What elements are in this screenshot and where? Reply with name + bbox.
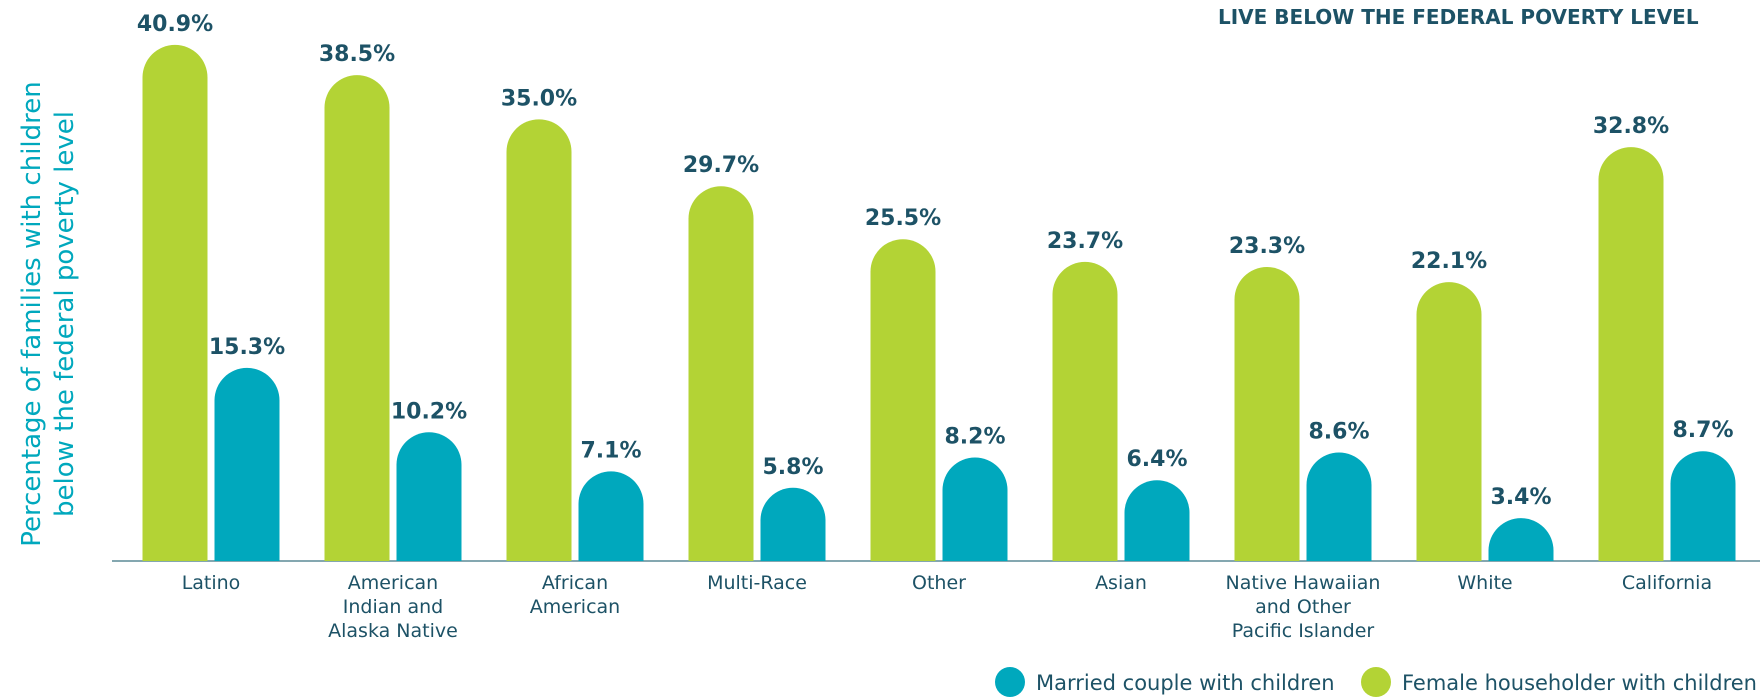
bar <box>1124 480 1190 561</box>
bar <box>870 239 936 562</box>
bar <box>1052 261 1118 561</box>
value-label: 8.2% <box>944 425 1005 450</box>
y-axis-label-line: Percentage of families with children <box>17 81 47 547</box>
bar <box>1598 147 1664 561</box>
value-label: 32.8% <box>1593 114 1669 139</box>
x-tick-label: African American <box>530 572 620 618</box>
bar <box>142 44 208 561</box>
value-label: 8.6% <box>1308 419 1369 444</box>
x-tick-label: American Indian and Alaska Native <box>328 572 458 642</box>
value-label: 7.1% <box>580 438 641 463</box>
x-tick-label: Native Hawaiian and Other Pacific Islander <box>1226 572 1381 642</box>
value-label: 22.1% <box>1411 249 1487 274</box>
value-label: 10.2% <box>391 399 467 424</box>
chart-title: LIVE BELOW THE FEDERAL POVERTY LEVEL <box>1218 5 1699 29</box>
bar <box>1306 452 1372 561</box>
x-tick-label: California <box>1622 572 1712 594</box>
bar <box>942 457 1008 561</box>
value-label: 8.7% <box>1672 418 1733 443</box>
value-label: 23.7% <box>1047 229 1123 254</box>
legend-swatch <box>1361 667 1391 697</box>
bar <box>1416 282 1482 561</box>
value-label: 6.4% <box>1126 447 1187 472</box>
value-label: 3.4% <box>1490 485 1551 510</box>
bar <box>396 432 462 561</box>
bar <box>760 487 826 561</box>
bar <box>324 75 390 562</box>
value-label: 40.9% <box>137 12 213 37</box>
x-tick-label: Other <box>912 572 966 594</box>
bar <box>1670 451 1736 561</box>
x-tick-label: White <box>1457 572 1512 594</box>
legend-label: Married couple with children <box>1036 671 1335 695</box>
y-axis-label-line: below the federal poverty level <box>50 111 80 517</box>
bar <box>688 186 754 561</box>
value-label: 25.5% <box>865 206 941 231</box>
value-label: 5.8% <box>762 455 823 480</box>
value-label: 23.3% <box>1229 234 1305 259</box>
legend-label: Female householder with children <box>1402 671 1757 695</box>
x-tick-label: Asian <box>1095 572 1147 594</box>
x-tick-label: Multi-Race <box>707 572 807 594</box>
bar <box>214 367 280 561</box>
value-label: 38.5% <box>319 42 395 67</box>
bar <box>578 471 644 561</box>
x-tick-label: Latino <box>182 572 241 594</box>
bar <box>506 119 572 561</box>
value-label: 29.7% <box>683 153 759 178</box>
value-label: 15.3% <box>209 335 285 360</box>
value-label: 35.0% <box>501 86 577 111</box>
y-axis-label: Percentage of families with children bel… <box>17 81 80 547</box>
legend-swatch <box>995 667 1025 697</box>
bar <box>1488 518 1554 561</box>
bar <box>1234 266 1300 561</box>
